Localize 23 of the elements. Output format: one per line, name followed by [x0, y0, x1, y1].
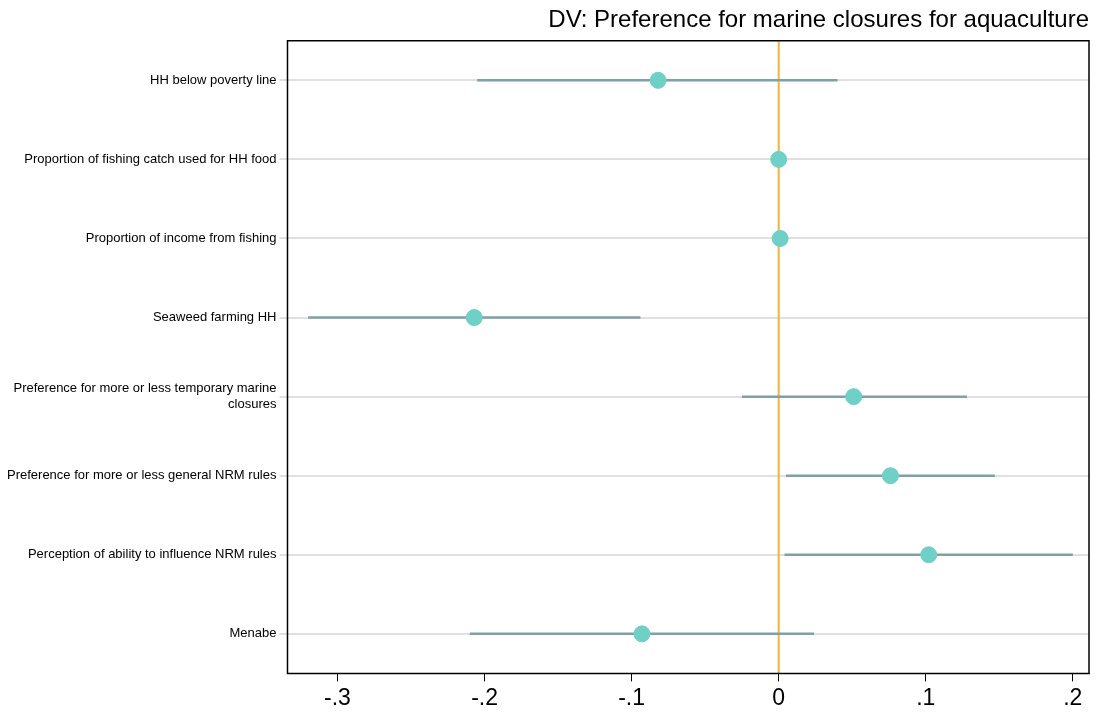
x-tick-label: .2: [1063, 683, 1083, 710]
y-tick-label: Preference for more or less temporary marine closures: [13, 380, 277, 412]
y-tick-label: Perception of ability to influence NRM rules: [27, 546, 277, 562]
point: [770, 150, 788, 168]
point: [920, 546, 938, 564]
point: [633, 625, 651, 643]
point: [845, 388, 863, 406]
y-tick-label: Proportion of income from fishing: [85, 230, 277, 246]
point: [771, 229, 789, 247]
point: [465, 309, 483, 327]
y-tick-label: Proportion of fishing catch used for HH food: [24, 150, 277, 166]
y-tick-label: Preference for more or less general NRM rules: [6, 467, 277, 483]
y-tick-label: Menabe: [229, 625, 277, 641]
point: [881, 467, 899, 485]
point: [649, 71, 667, 89]
y-tick-label: HH below poverty line: [150, 71, 277, 87]
x-tick-label: 0: [772, 683, 786, 710]
x-tick-label: -.1: [618, 683, 646, 710]
chart-title: DV: Preference for marine closures for aquaculture: [548, 5, 1089, 33]
x-tick-label: .1: [916, 683, 936, 710]
y-tick-label: Seaweed farming HH: [152, 309, 277, 325]
x-tick-label: -.3: [324, 683, 351, 710]
x-tick-label: -.2: [471, 683, 498, 710]
